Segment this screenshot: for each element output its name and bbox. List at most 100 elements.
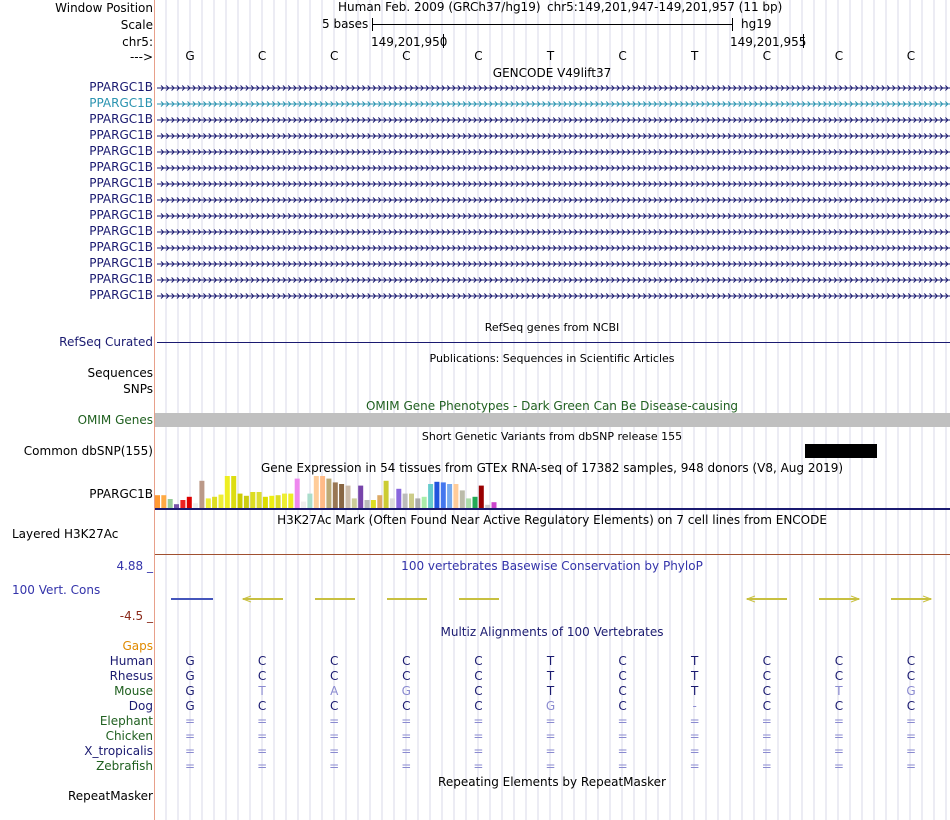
gencode-transcript-label[interactable]: PPARGC1B [89,112,153,126]
gencode-transcript-label[interactable]: PPARGC1B [89,144,153,158]
gtex-tissue-bar[interactable] [180,500,186,508]
gencode-transcript-label[interactable]: PPARGC1B [89,80,153,94]
gtex-tissue-bar[interactable] [307,493,313,508]
refseq-gene-line[interactable] [157,342,950,343]
gtex-tissue-bar[interactable] [478,485,484,508]
gencode-transcript-label[interactable]: PPARGC1B [89,176,153,190]
omim-feature-bar[interactable] [155,413,950,427]
gtex-tissue-bar[interactable] [351,498,357,508]
omim-track-label[interactable]: OMIM Genes [77,413,153,427]
phylop-score-mark[interactable] [819,595,861,603]
phylop-score-mark[interactable] [241,595,283,603]
gencode-transcript[interactable] [157,165,950,171]
gencode-transcript[interactable] [157,245,950,251]
gtex-tissue-bar[interactable] [262,496,268,508]
gencode-transcript[interactable] [157,213,950,219]
phylop-track-label[interactable]: 100 Vert. Cons [12,583,101,597]
gtex-tissue-bar[interactable] [167,499,173,508]
gtex-tissue-bar[interactable] [193,503,199,508]
gtex-tissue-bar[interactable] [269,495,275,508]
gtex-tissue-bar[interactable] [339,484,345,508]
dbsnp-variant[interactable] [805,444,877,458]
gencode-transcript[interactable] [157,101,950,107]
gencode-transcript-label[interactable]: PPARGC1B [89,256,153,270]
gtex-tissue-bar[interactable] [377,495,383,508]
phylop-score-mark[interactable] [891,595,933,603]
phylop-conservation-plot[interactable] [155,590,950,610]
gtex-tissue-bar[interactable] [256,492,262,508]
gtex-tissue-bar[interactable] [320,476,326,508]
gtex-tissue-bar[interactable] [409,493,414,508]
species-label[interactable]: Dog [128,699,153,713]
species-label[interactable]: Rhesus [109,669,153,683]
gtex-tissue-bar[interactable] [224,476,230,508]
gtex-tissue-bar[interactable] [161,495,167,508]
species-label[interactable]: Human [109,654,153,668]
gencode-transcript-label[interactable]: PPARGC1B [89,96,153,110]
species-label[interactable]: Chicken [105,729,153,743]
gtex-tissue-bar[interactable] [485,504,491,508]
gencode-transcript[interactable] [157,229,950,235]
gtex-tissue-bar[interactable] [205,498,211,508]
gencode-transcript[interactable] [157,293,950,299]
gtex-tissue-bar[interactable] [396,488,402,508]
gtex-tissue-bar[interactable] [453,484,459,508]
gtex-tissue-bar[interactable] [218,494,224,508]
gencode-transcript-label[interactable]: PPARGC1B [89,160,153,174]
gtex-tissue-bar[interactable] [199,480,205,508]
gtex-tissue-bar[interactable] [434,481,440,508]
species-label[interactable]: Mouse [114,684,153,698]
gencode-transcript-label[interactable]: PPARGC1B [89,208,153,222]
gencode-transcript[interactable] [157,181,950,187]
gtex-tissue-bar[interactable] [282,493,287,508]
gtex-tissue-bar[interactable] [364,500,370,508]
gencode-transcript[interactable] [157,149,950,155]
gtex-tissue-bar[interactable] [301,501,306,508]
gtex-track-label[interactable]: PPARGC1B [89,487,153,501]
gtex-tissue-bar[interactable] [186,496,192,508]
gtex-tissue-bar[interactable] [288,493,294,508]
gtex-tissue-bar[interactable] [389,498,395,508]
gtex-tissue-bar[interactable] [440,482,446,508]
gtex-tissue-bar[interactable] [402,493,408,508]
gtex-tissue-bar[interactable] [421,496,427,508]
gtex-tissue-bar[interactable] [231,476,237,508]
gtex-tissue-bar[interactable] [447,484,453,508]
species-label[interactable]: X_tropicalis [84,744,153,758]
gtex-tissue-bar[interactable] [466,498,472,508]
gtex-tissue-bar[interactable] [174,504,179,508]
gtex-tissue-bar[interactable] [459,490,465,508]
gtex-tissue-bar[interactable] [491,502,497,508]
gtex-tissue-bar[interactable] [275,495,281,508]
track-canvas[interactable]: Human Feb. 2009 (GRCh37/hg19) chr5:149,2… [155,0,950,820]
gencode-transcript[interactable] [157,85,950,91]
gtex-tissue-bar[interactable] [370,500,376,508]
gtex-tissue-bar[interactable] [358,485,364,508]
gencode-transcript-label[interactable]: PPARGC1B [89,224,153,238]
phylop-score-mark[interactable] [745,595,787,603]
gencode-transcript[interactable] [157,277,950,283]
gencode-transcript-label[interactable]: PPARGC1B [89,288,153,302]
gtex-tissue-bar[interactable] [428,484,434,508]
gtex-tissue-bar[interactable] [250,492,256,508]
gtex-tissue-bar[interactable] [472,496,478,508]
h3k27ac-signal-line[interactable] [155,554,950,555]
gencode-transcripts[interactable] [155,80,950,320]
gtex-tissue-bar[interactable] [155,495,160,508]
h3k27ac-track-label[interactable]: Layered H3K27Ac [12,527,119,541]
gencode-transcript-label[interactable]: PPARGC1B [89,128,153,142]
gencode-transcript[interactable] [157,133,950,139]
species-label[interactable]: Elephant [99,714,153,728]
gtex-tissue-bar[interactable] [345,485,351,508]
species-label[interactable]: Zebrafish [96,759,153,773]
snps-track-label[interactable]: SNPs [123,382,153,396]
gtex-tissue-bar[interactable] [313,476,319,508]
gencode-transcript[interactable] [157,117,950,123]
publications-track-label[interactable]: Sequences [87,366,153,380]
gencode-transcript-label[interactable]: PPARGC1B [89,240,153,254]
gencode-transcript[interactable] [157,197,950,203]
gtex-tissue-bar[interactable] [243,495,249,508]
gencode-transcript-label[interactable]: PPARGC1B [89,192,153,206]
gencode-transcript-label[interactable]: PPARGC1B [89,272,153,286]
gtex-tissue-bar[interactable] [383,480,389,508]
